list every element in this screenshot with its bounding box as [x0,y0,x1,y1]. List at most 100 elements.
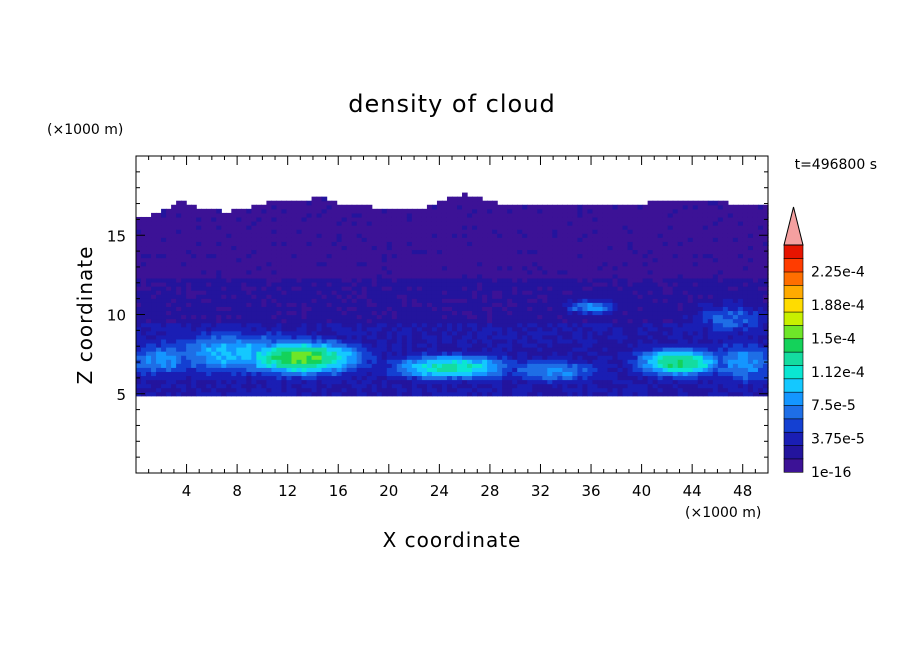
density-cell [156,359,162,364]
density-cell [647,290,654,295]
density-cell [527,269,533,275]
density-cell [507,294,513,299]
density-cell [356,371,363,377]
density-cell [321,298,328,303]
density-cell [406,229,413,234]
density-cell [401,229,408,234]
density-cell [286,294,293,299]
density-cell [301,261,308,267]
density-cell [477,216,483,222]
density-cell [607,379,614,385]
density-cell [522,277,528,283]
density-cell [462,314,468,320]
density-cell [557,294,563,299]
density-cell [161,249,167,255]
density-cell [527,367,533,372]
density-cell [557,286,563,291]
density-cell [441,330,448,336]
density-cell [587,290,594,295]
density-cell [241,387,247,393]
density-cell [291,391,298,397]
density-cell [431,273,438,279]
density-cell [477,318,483,324]
density-cell [316,359,323,364]
density-cell [431,253,438,259]
density-cell [331,253,338,259]
density-cell [557,245,563,251]
density-cell [492,330,498,336]
density-cell [206,334,212,340]
density-cell [562,253,568,259]
density-cell [251,281,257,287]
density-cell [291,355,298,360]
density-cell [597,338,604,344]
density-cell [241,294,247,299]
density-cell [176,249,182,255]
density-cell [361,216,368,222]
density-cell [642,241,649,247]
density-cell [266,257,273,263]
density-cell [236,277,242,283]
density-cell [592,387,599,393]
density-cell [517,290,523,295]
density-cell [161,286,167,291]
density-cell [406,221,413,226]
density-cell [472,318,478,324]
density-cell [557,371,563,377]
density-cell [361,204,368,210]
density-cell [236,273,242,279]
density-cell [472,306,478,312]
density-cell [557,277,563,283]
density-cell [141,306,147,312]
density-cell [156,310,162,316]
density-cell [612,249,619,255]
density-cell [156,367,162,372]
density-cell [331,269,338,275]
density-cell [301,363,308,368]
density-cell [286,330,293,336]
density-cell [186,273,192,279]
density-cell [306,314,313,320]
density-cell [306,371,313,377]
density-cell [502,306,508,312]
density-cell [366,310,373,316]
density-cell [261,233,268,238]
density-cell [411,273,418,279]
density-cell [562,277,568,283]
density-cell [577,257,584,263]
density-cell [637,298,644,303]
density-cell [657,359,664,364]
density-cell [296,355,303,360]
density-cell [467,363,473,368]
density-cell [286,237,293,242]
density-cell [211,290,217,295]
density-cell [341,249,348,255]
density-cell [341,322,348,328]
density-cell [371,245,378,251]
density-cell [497,379,503,385]
density-cell [512,338,518,344]
density-cell [547,216,553,222]
density-cell [186,310,192,316]
density-cell [547,290,553,295]
density-cell [512,208,518,214]
density-cell [416,277,423,283]
density-cell [231,237,237,242]
density-cell [627,322,634,328]
density-cell [401,347,408,352]
density-cell [316,326,323,332]
density-cell [291,253,298,259]
density-cell [567,314,573,320]
density-cell [146,286,152,291]
density-cell [457,290,463,295]
density-cell [562,281,568,287]
density-cell [331,342,338,348]
density-cell [211,334,217,340]
density-cell [537,212,543,218]
density-cell [502,326,508,332]
density-cell [542,367,548,372]
density-cell [231,208,237,214]
density-cell [457,367,463,372]
density-cell [612,204,619,210]
density-cell [156,229,162,234]
